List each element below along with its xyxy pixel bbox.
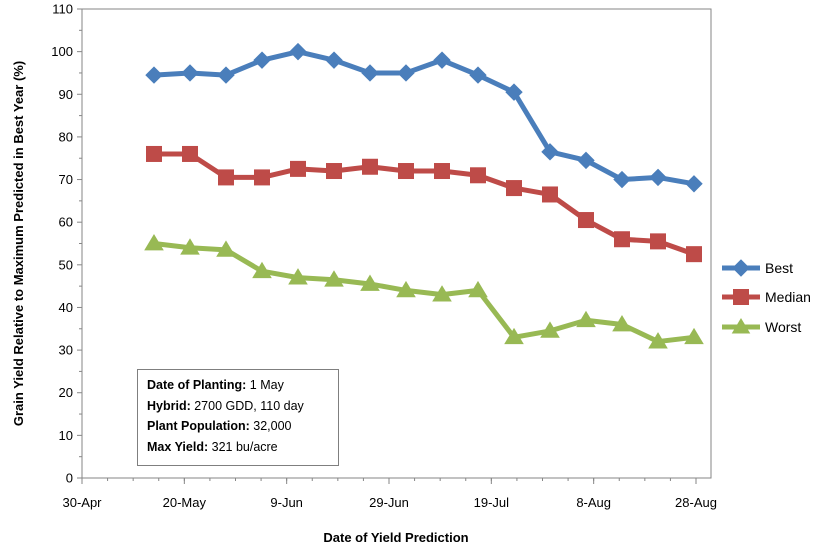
annotation-value: 32,000 xyxy=(249,419,292,433)
data-point-median xyxy=(218,169,234,186)
data-point-best xyxy=(469,66,487,84)
data-point-worst xyxy=(468,280,488,298)
y-tick-label: 80 xyxy=(59,129,73,144)
x-tick-label: 29-Jun xyxy=(369,495,409,510)
x-axis-title: Date of Yield Prediction xyxy=(323,530,468,545)
annotation-label: Max Yield: xyxy=(147,439,209,454)
data-point-worst xyxy=(684,327,704,345)
data-point-median xyxy=(650,233,666,250)
y-tick-label: 30 xyxy=(59,343,73,358)
data-point-median xyxy=(506,180,522,197)
data-point-median xyxy=(434,163,450,180)
legend-label-median: Median xyxy=(765,289,811,305)
data-point-best xyxy=(145,66,163,84)
y-tick-label: 60 xyxy=(59,215,73,230)
annotation-line: Hybrid: 2700 GDD, 110 day xyxy=(147,396,329,417)
data-point-best xyxy=(397,64,415,82)
x-tick-label: 30-Apr xyxy=(62,495,102,510)
data-point-best xyxy=(181,64,199,82)
data-point-worst xyxy=(432,285,452,302)
data-point-median xyxy=(146,145,162,162)
x-tick-label: 8-Aug xyxy=(576,495,611,510)
y-tick-label: 10 xyxy=(59,428,73,443)
data-point-worst xyxy=(540,321,560,338)
y-tick-label: 20 xyxy=(59,385,73,400)
data-point-median xyxy=(614,231,630,248)
series-line-median xyxy=(151,151,697,257)
y-tick-label: 50 xyxy=(59,257,73,272)
annotation-label: Date of Planting: xyxy=(147,378,247,392)
data-point-best xyxy=(649,168,667,187)
data-point-worst xyxy=(252,261,272,279)
data-point-worst xyxy=(324,270,344,287)
data-point-median xyxy=(578,212,594,229)
data-point-median xyxy=(686,246,702,263)
y-axis-title: Grain Yield Relative to Maximum Predicte… xyxy=(11,61,26,426)
legend-label-worst: Worst xyxy=(765,319,801,335)
data-point-worst xyxy=(180,238,200,255)
data-point-median xyxy=(254,169,270,186)
x-tick-label: 19-Jul xyxy=(474,495,510,510)
data-point-best xyxy=(361,64,379,82)
y-tick-label: 100 xyxy=(51,44,73,59)
data-point-worst xyxy=(612,315,632,332)
data-point-best xyxy=(613,170,631,189)
data-point-worst xyxy=(360,274,380,291)
annotation-label: Hybrid: xyxy=(147,398,191,413)
data-point-median xyxy=(398,163,414,180)
annotation-line: Max Yield: 321 bu/acre xyxy=(147,437,329,458)
data-point-worst xyxy=(648,332,668,349)
data-point-median xyxy=(290,160,306,177)
data-point-best xyxy=(505,83,523,101)
x-tick-label: 28-Aug xyxy=(675,495,717,510)
y-tick-label: 0 xyxy=(66,471,73,486)
y-tick-label: 40 xyxy=(59,300,73,315)
data-point-worst xyxy=(216,240,236,257)
annotation-box: Date of Planting: 1 May Hybrid: 2700 GDD… xyxy=(137,369,339,466)
data-point-best xyxy=(685,175,703,193)
annotation-value: 321 bu/acre xyxy=(208,439,278,454)
data-point-median xyxy=(542,186,558,203)
annotation-value: 2700 GDD, 110 day xyxy=(190,398,304,413)
y-tick-label: 110 xyxy=(52,2,73,17)
data-point-worst xyxy=(396,280,416,298)
data-point-median xyxy=(470,167,486,184)
annotation-value: 1 May xyxy=(246,378,284,392)
data-point-best xyxy=(289,42,307,61)
y-tick-label: 70 xyxy=(59,172,73,187)
series-line-worst xyxy=(151,241,697,345)
legend-label-best: Best xyxy=(765,260,793,276)
legend-marker-best xyxy=(732,259,750,277)
data-point-median xyxy=(182,145,198,162)
data-point-median xyxy=(362,158,378,175)
data-point-best xyxy=(433,51,451,69)
data-point-worst xyxy=(288,268,308,285)
legend-marker-median xyxy=(733,289,749,305)
y-tick-label: 90 xyxy=(59,87,73,102)
data-point-best xyxy=(577,151,595,170)
annotation-line: Date of Planting: 1 May xyxy=(147,375,329,396)
data-point-median xyxy=(326,163,342,180)
x-tick-label: 20-May xyxy=(163,495,207,510)
data-point-best xyxy=(325,51,343,69)
annotation-line: Plant Population: 32,000 xyxy=(147,416,329,437)
data-point-worst xyxy=(504,327,524,345)
data-point-worst xyxy=(144,234,164,251)
legend-marker-worst xyxy=(731,318,751,334)
x-tick-label: 9-Jun xyxy=(270,495,303,510)
data-point-best xyxy=(217,66,235,84)
data-point-best xyxy=(253,51,271,69)
annotation-label: Plant Population: xyxy=(147,419,250,433)
series-line-best xyxy=(151,49,697,187)
data-point-best xyxy=(541,143,559,161)
data-point-worst xyxy=(576,310,596,328)
